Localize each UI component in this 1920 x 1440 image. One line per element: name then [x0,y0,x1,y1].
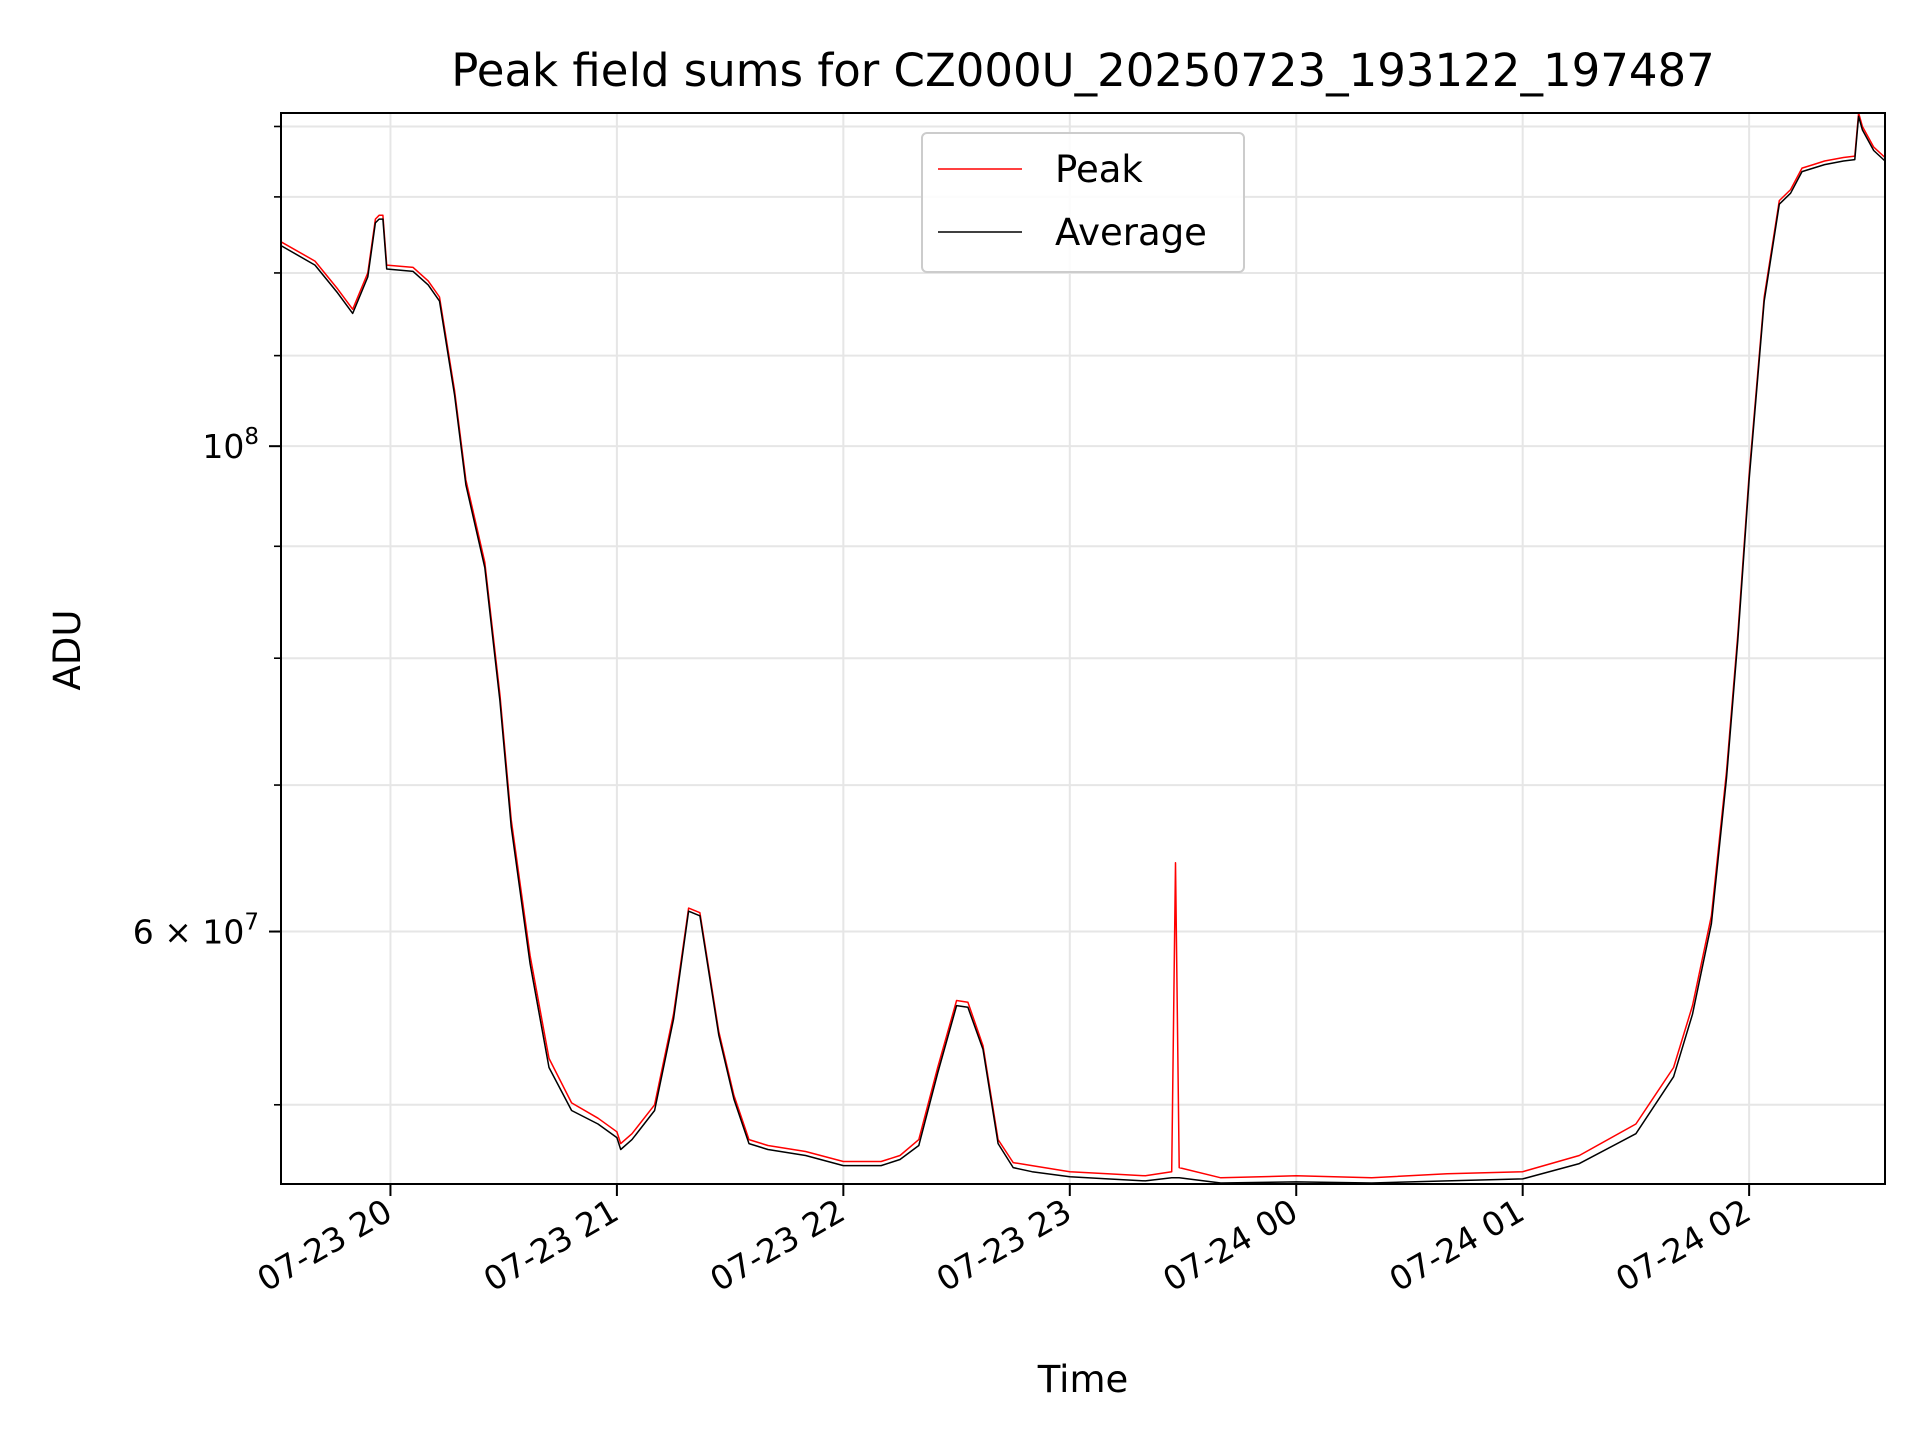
plot-frame [280,112,1886,1185]
chart-title: Peak field sums for CZ000U_20250723_1931… [451,44,1714,97]
legend: Peak Average [921,132,1245,273]
y-tick-label: 108 [202,424,259,466]
y-tick-label: 6 × 107 [133,910,259,952]
legend-label-average: Average [1055,211,1207,254]
x-axis-label: Time [1037,1358,1129,1401]
series-line-average [280,115,1886,1184]
legend-label-peak: Peak [1055,148,1143,191]
y-axis-label: ADU [46,610,89,691]
series-layer [280,112,1886,1184]
legend-box [921,132,1245,273]
